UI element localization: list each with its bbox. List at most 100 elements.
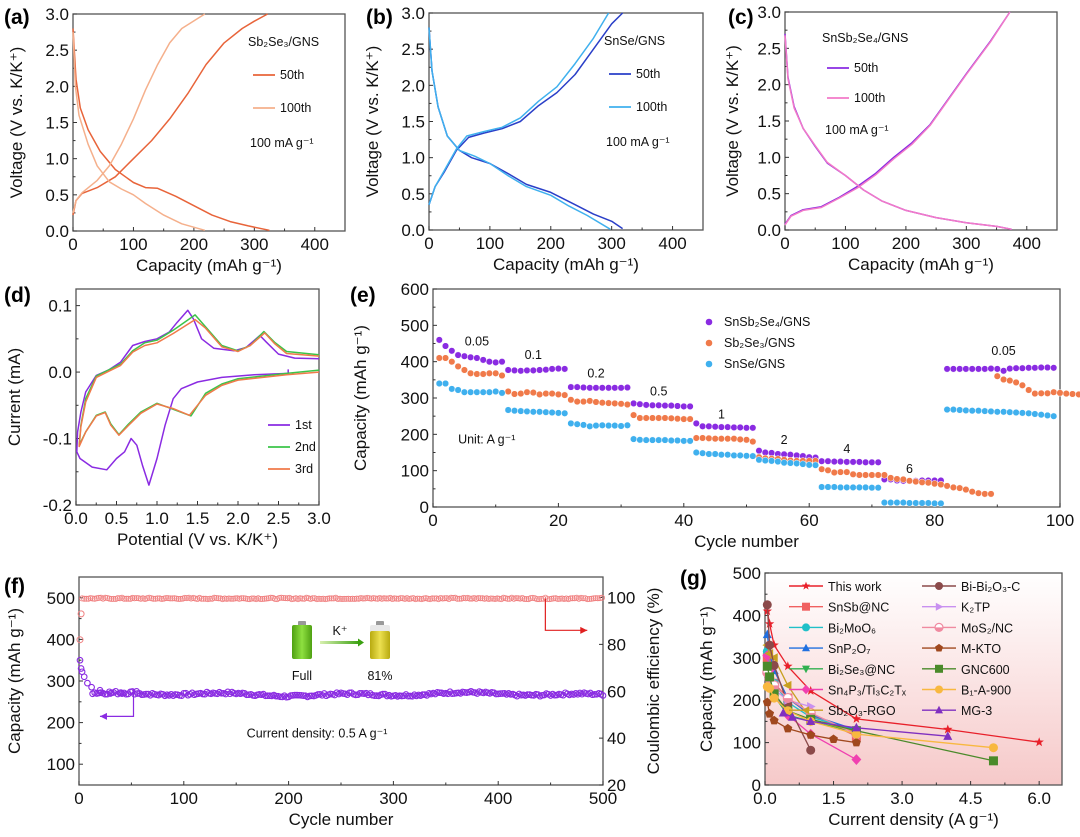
x-axis-label: Capacity (mAh g⁻¹): [848, 255, 994, 274]
data-point: [579, 398, 588, 406]
marker-star: [801, 581, 811, 590]
ce-point: [131, 595, 138, 602]
x-tick-label: 2.0: [226, 509, 250, 528]
data-point: [755, 447, 763, 455]
legend-label: SnP₂O₇: [828, 642, 871, 656]
y-tick-label: 300: [401, 389, 429, 408]
ce-point: [429, 595, 436, 602]
data-point: [730, 435, 738, 443]
data-point: [793, 459, 801, 467]
x-tick-label: 400: [658, 234, 686, 253]
y-tick-label: 100: [733, 734, 761, 753]
data-point: [1012, 378, 1020, 386]
ce-point: [338, 596, 345, 603]
ce-point: [370, 595, 377, 602]
marker-pentagon: [851, 737, 861, 747]
ce-point: [173, 595, 180, 602]
capacity-point: [77, 665, 85, 672]
data-point: [529, 389, 537, 397]
data-point: [692, 448, 700, 457]
ce-point: [165, 595, 172, 602]
data-point: [699, 449, 707, 457]
discharge-curve-100th: [428, 27, 611, 230]
data-point: [968, 365, 976, 373]
rate-label: 1: [718, 408, 725, 422]
y-tick-label: 600: [401, 280, 429, 299]
data-point: [742, 436, 751, 444]
ce-point: [276, 595, 283, 602]
ce-point: [420, 595, 427, 602]
y2-tick-label: 40: [607, 729, 626, 748]
ce-point: [114, 595, 121, 602]
ce-point: [123, 595, 130, 602]
legend-label-0: SnSb₂Se₄/GNS: [724, 315, 810, 329]
ce-point: [282, 595, 289, 602]
x-tick-label: 100: [170, 789, 198, 808]
ce-point: [215, 595, 222, 602]
data-point: [962, 406, 970, 414]
charge-curve-100th: [784, 11, 1011, 226]
ce-point: [315, 595, 322, 602]
data-point: [542, 390, 550, 398]
data-point: [479, 388, 487, 396]
ce-point: [175, 596, 182, 603]
data-point: [993, 408, 1001, 416]
battery-full-cap: [298, 621, 306, 626]
retention-label: 81%: [367, 669, 392, 683]
data-point: [460, 352, 468, 360]
data-point: [441, 379, 450, 388]
y-axis-label: Capacity (mAh g⁻¹): [5, 608, 24, 754]
ce-point: [475, 595, 482, 602]
data-point: [598, 421, 606, 429]
ce-point: [372, 595, 379, 602]
ce-point: [504, 595, 511, 602]
ce-point: [334, 596, 341, 603]
marker-triangle-up: [851, 722, 861, 732]
y-tick-label: 1.0: [45, 150, 69, 169]
data-point: [567, 419, 575, 427]
ce-point: [349, 595, 356, 602]
data-point: [1075, 390, 1080, 398]
ce-point: [347, 596, 354, 603]
data-point: [1068, 390, 1077, 398]
capacity-point: [362, 689, 370, 697]
data-point: [880, 471, 888, 479]
data-point: [561, 365, 569, 373]
marker-triangle-up: [787, 712, 797, 721]
capacity-point: [436, 689, 443, 697]
ce-point: [447, 594, 454, 601]
panel-label: (e): [350, 284, 376, 307]
data-point: [724, 435, 732, 443]
legend-marker-0: [705, 318, 713, 326]
data-point: [1018, 364, 1026, 372]
data-point: [981, 490, 989, 498]
rate-label: 6: [906, 462, 913, 476]
y-tick-label: 200: [401, 425, 429, 444]
rate-label: 0.1: [525, 348, 542, 362]
capacity-point: [272, 692, 280, 700]
ce-point: [240, 595, 247, 602]
ce-point: [366, 595, 373, 602]
panel-g: 0.0 1.5 3.0 4.5 6.0 0 100 200 300 400 500 Current d…: [680, 564, 1063, 829]
x-tick-label: 60: [800, 511, 819, 530]
y-tick-label: 500: [47, 589, 75, 608]
data-point: [949, 483, 957, 491]
data-point: [912, 499, 920, 507]
data-point: [874, 484, 882, 492]
marker-star: [769, 640, 779, 650]
ce-point: [271, 595, 278, 602]
data-point: [717, 423, 725, 431]
ce-point: [599, 594, 606, 601]
y2-tick-label: 60: [607, 682, 626, 701]
data-point: [868, 458, 876, 466]
x-tick-label: 3.0: [890, 789, 914, 808]
x-tick-label: 20: [549, 511, 568, 530]
ce-point: [487, 595, 494, 602]
capacity-point: [591, 691, 598, 698]
data-point: [623, 400, 631, 409]
rate-label: 4: [843, 442, 850, 456]
capacity-point: [218, 689, 225, 697]
marker-triangle-left: [801, 706, 810, 715]
data-point: [548, 408, 556, 417]
data-point: [761, 456, 769, 465]
